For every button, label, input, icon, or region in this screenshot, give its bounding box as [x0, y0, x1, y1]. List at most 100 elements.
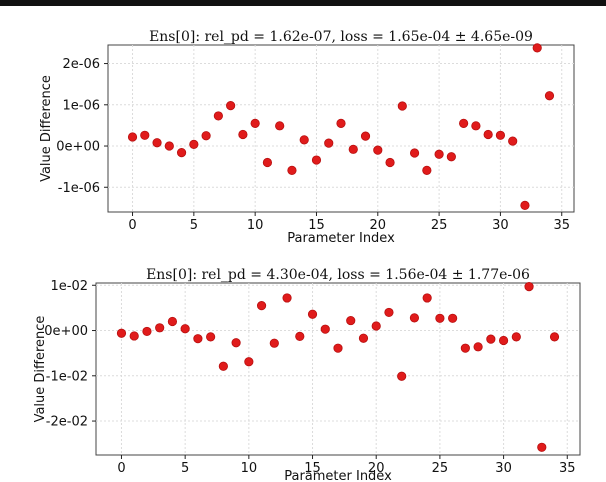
chart-bottom: Ens[0]: rel_pd = 4.30e-04, loss = 1.56e-…: [33, 267, 581, 482]
x-axis-ticks: 0 5 10 15 20 25 30 35: [128, 212, 570, 233]
data-point: [483, 129, 493, 140]
data-point: [495, 130, 506, 140]
data-point: [508, 136, 518, 146]
data-point: [287, 165, 297, 175]
data-point: [307, 309, 318, 319]
data-point: [176, 148, 187, 158]
plot-area: [95, 282, 581, 456]
data-point: [155, 323, 165, 333]
data-point: [486, 334, 496, 344]
x-tick-label: 25: [431, 218, 448, 233]
data-point: [409, 313, 420, 323]
data-point: [167, 316, 178, 327]
data-point: [446, 152, 456, 162]
data-point: [189, 139, 199, 149]
data-point: [397, 371, 407, 381]
y-tick-label: -1e-06: [58, 181, 100, 196]
data-point: [256, 301, 267, 311]
data-point: [549, 332, 560, 342]
data-point: [360, 131, 371, 141]
x-tick-label: 15: [304, 461, 321, 476]
x-tick-label: 20: [370, 218, 387, 233]
data-point: [140, 130, 150, 140]
y-axis-ticks: -1e-06 0e+00 1e-06 2e-06: [56, 57, 108, 196]
data-point: [206, 332, 216, 342]
y-tick-label: 1e-06: [62, 98, 100, 113]
y-tick-label: -2e-02: [46, 415, 88, 430]
data-point: [336, 118, 346, 128]
data-point: [459, 118, 469, 128]
chart-title: Ens[0]: rel_pd = 1.62e-07, loss = 1.65e-…: [149, 29, 533, 45]
data-point: [409, 148, 420, 158]
data-point: [201, 131, 211, 141]
x-tick-label: 35: [553, 218, 570, 233]
data-point: [262, 157, 273, 168]
data-point: [218, 361, 228, 371]
y-tick-label: 0e+00: [44, 324, 88, 339]
data-point: [282, 293, 292, 303]
data-point: [471, 121, 481, 131]
data-point: [435, 313, 445, 323]
data-point: [250, 118, 260, 128]
data-point: [324, 138, 334, 148]
data-point: [422, 293, 432, 303]
data-points: [127, 43, 555, 211]
data-point: [371, 321, 381, 331]
data-point: [180, 324, 190, 334]
grid-lines: [96, 283, 580, 455]
data-point: [537, 442, 547, 452]
x-tick-label: 35: [559, 461, 576, 476]
x-tick-label: 5: [190, 218, 198, 233]
data-point: [422, 165, 432, 175]
data-point: [544, 91, 555, 101]
x-tick-label: 0: [128, 218, 136, 233]
y-axis-label: Value Difference: [33, 316, 48, 423]
data-point: [295, 331, 305, 342]
grid-lines: [108, 45, 574, 212]
x-tick-label: 30: [495, 461, 512, 476]
data-point: [384, 307, 394, 318]
data-point: [129, 331, 139, 341]
data-point: [213, 111, 223, 121]
x-tick-label: 20: [368, 461, 385, 476]
plot-area: [107, 44, 575, 213]
data-point: [127, 132, 138, 142]
data-point: [226, 101, 236, 111]
data-point: [152, 138, 162, 148]
y-tick-label: 2e-06: [62, 57, 100, 72]
data-point: [142, 326, 152, 337]
data-point: [193, 334, 203, 344]
data-point: [348, 144, 358, 154]
data-point: [498, 335, 509, 346]
x-tick-label: 30: [492, 218, 509, 233]
x-axis-label: Parameter Index: [284, 469, 392, 482]
data-point: [397, 101, 407, 111]
x-tick-label: 25: [432, 461, 449, 476]
data-point: [520, 200, 530, 211]
data-point: [238, 129, 248, 140]
x-axis-label: Parameter Index: [287, 231, 395, 246]
x-tick-label: 0: [117, 461, 125, 476]
data-point: [333, 343, 343, 353]
y-tick-label: -1e-02: [46, 369, 88, 384]
data-point: [434, 149, 444, 159]
data-point: [269, 338, 279, 348]
data-point: [358, 333, 369, 343]
data-point: [524, 282, 534, 292]
data-point: [244, 357, 254, 367]
window-top-border: [0, 0, 606, 6]
data-point: [320, 324, 330, 334]
y-axis-ticks: -2e-02 -1e-02 0e+00 1e-02: [44, 279, 96, 430]
data-point: [164, 141, 174, 151]
x-tick-label: 15: [308, 218, 325, 233]
data-point: [275, 121, 285, 131]
data-point: [373, 145, 383, 155]
data-point: [231, 338, 241, 348]
data-point: [511, 332, 521, 342]
x-tick-label: 10: [241, 461, 258, 476]
y-axis-label: Value Difference: [39, 75, 54, 182]
data-point: [473, 342, 483, 352]
x-tick-label: 5: [181, 461, 189, 476]
x-axis-ticks: 0 5 10 15 20 25 30 35: [117, 455, 576, 476]
data-point: [346, 315, 356, 326]
